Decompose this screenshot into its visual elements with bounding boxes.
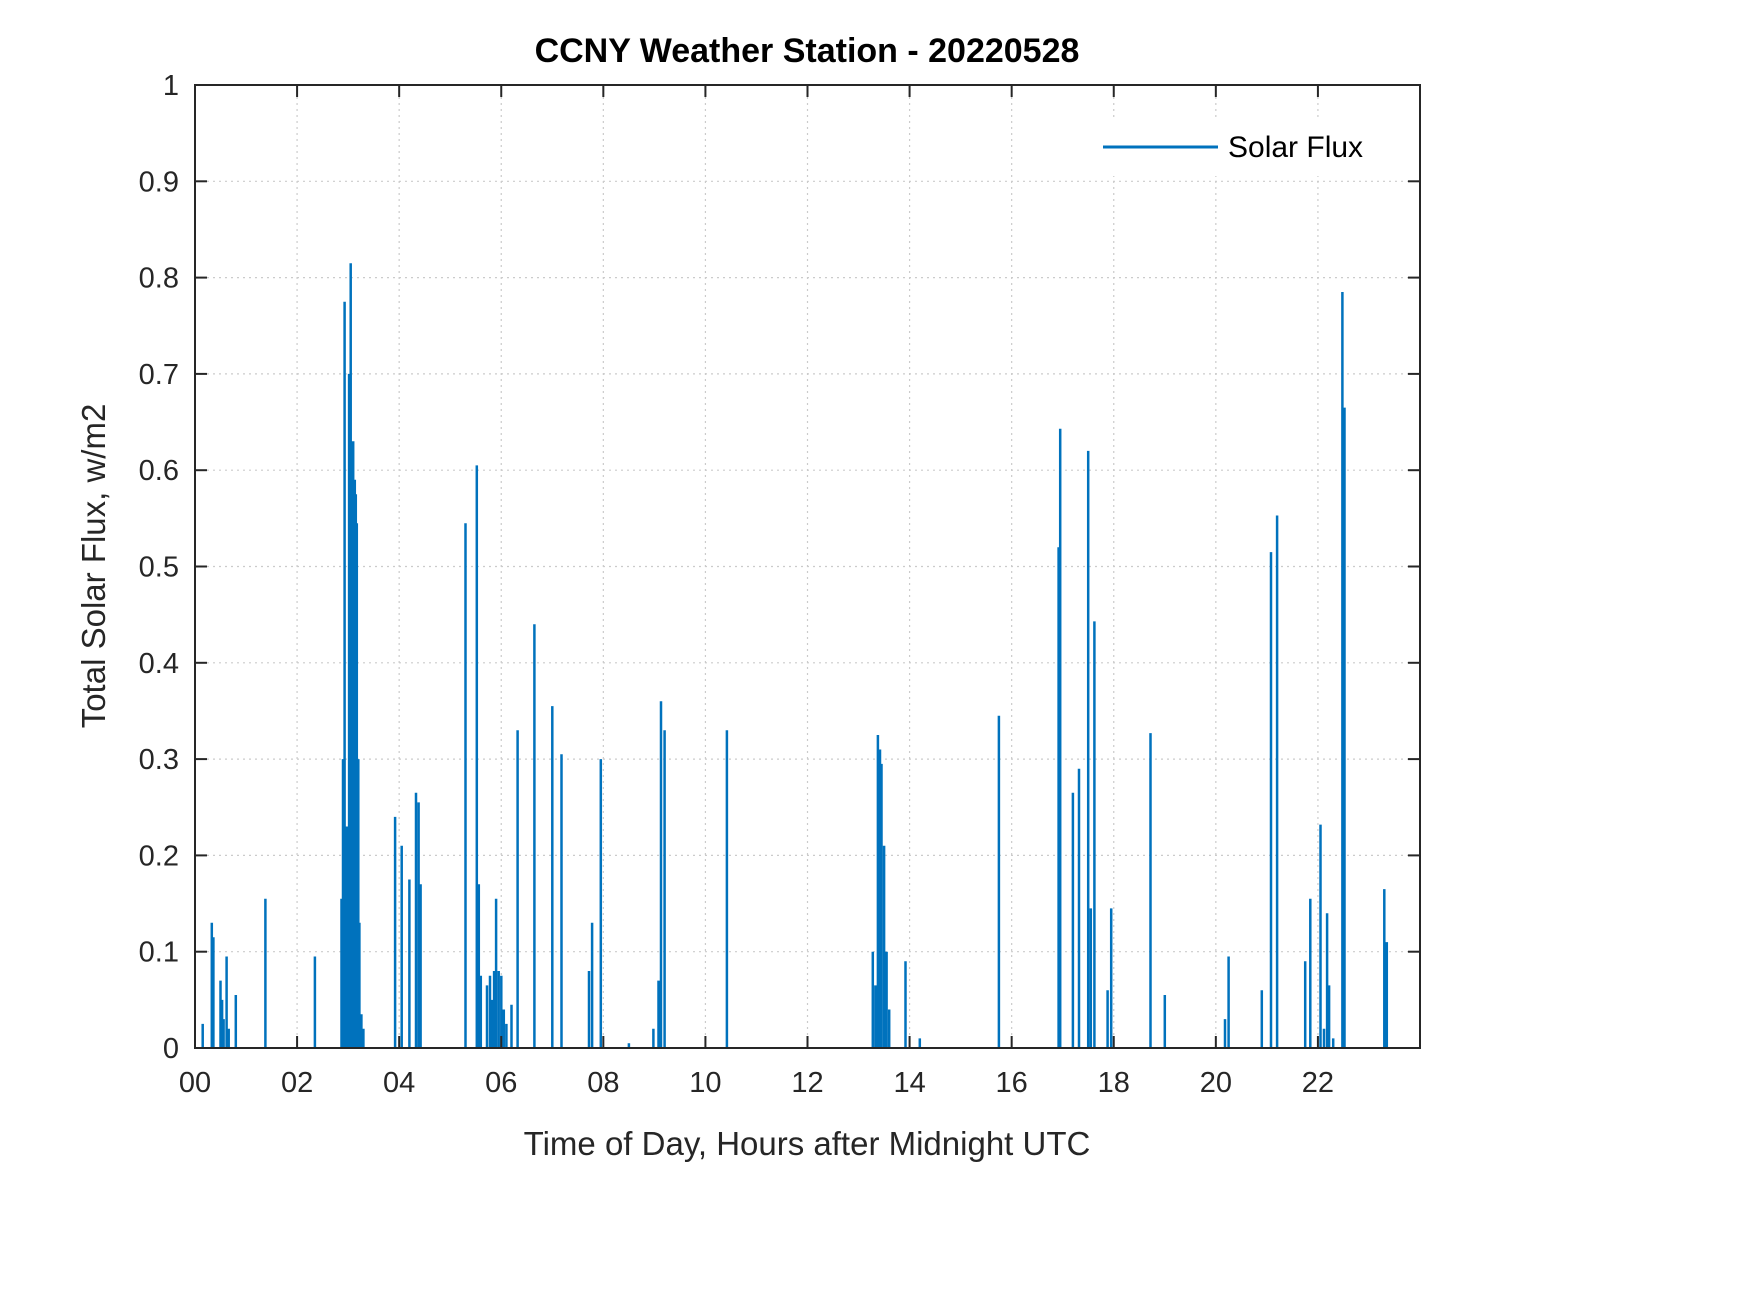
y-tick-label: 0.8 [139,263,179,295]
x-tick-label: 10 [689,1067,721,1099]
x-tick-label: 08 [587,1067,619,1099]
chart-title: CCNY Weather Station - 20220528 [535,32,1080,70]
y-tick-label: 0.3 [139,744,179,776]
x-tick-label: 14 [893,1067,925,1099]
legend-entry-solar-flux: Solar Flux [1228,131,1363,164]
x-tick-label: 22 [1302,1067,1334,1099]
y-tick-label: 0.2 [139,840,179,872]
x-tick-label: 06 [485,1067,517,1099]
y-tick-label: 0 [163,1033,179,1065]
grid-lines [195,85,1420,1048]
y-tick-label: 0.6 [139,455,179,487]
spike-path [201,263,1389,1048]
x-axis-label: Time of Day, Hours after Midnight UTC [524,1125,1091,1162]
x-tick-label: 04 [383,1067,415,1099]
legend: Solar Flux [1090,118,1410,176]
y-tick-label: 0.9 [139,166,179,198]
x-tick-label: 02 [281,1067,313,1099]
tick-labels: 00 02 04 06 08 10 12 14 16 18 20 22 0 0.1 0.2 0.3 0.4 0.5… [139,70,1334,1099]
y-tick-label: 1 [163,70,179,102]
x-tick-label: 18 [1098,1067,1130,1099]
y-tick-label: 0.4 [139,648,179,680]
y-tick-label: 0.1 [139,937,179,969]
y-tick-label: 0.5 [139,552,179,584]
x-tick-label: 00 [179,1067,211,1099]
x-tick-label: 12 [791,1067,823,1099]
x-tick-label: 20 [1200,1067,1232,1099]
tick-marks [194,84,1420,1049]
y-tick-label: 0.7 [139,359,179,391]
solar-flux-series [201,263,1389,1048]
x-tick-label: 16 [996,1067,1028,1099]
y-axis-label: Total Solar Flux, w/m2 [75,404,112,729]
